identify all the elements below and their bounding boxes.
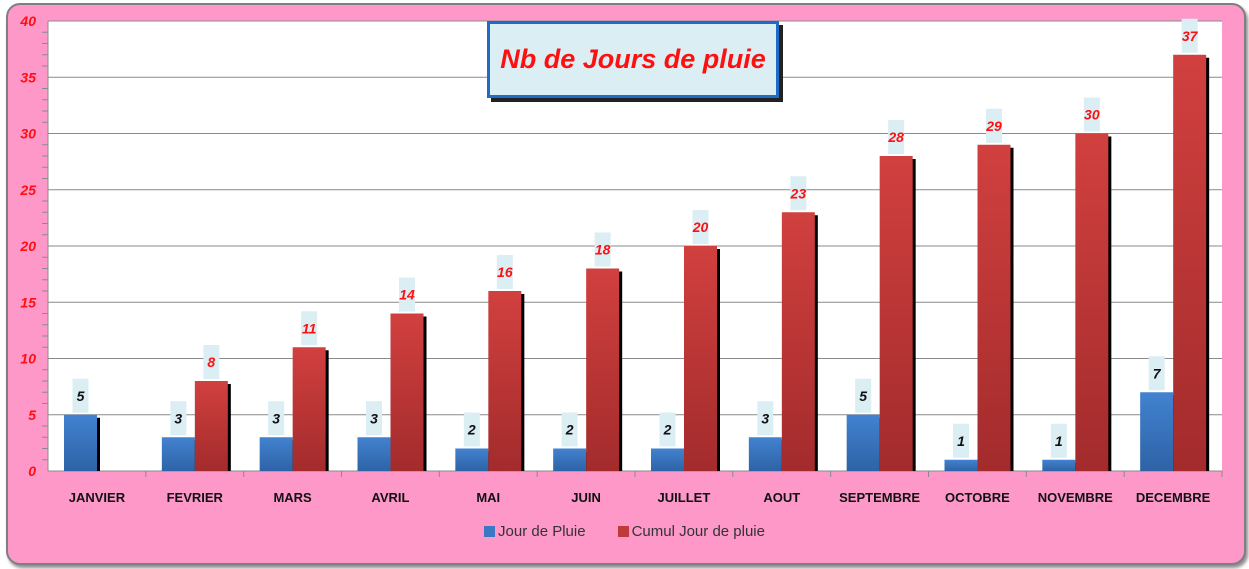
- bar-jour-octobre: [944, 459, 978, 471]
- data-label-bg: [790, 176, 807, 211]
- chart-title: Nb de Jours de pluie: [500, 44, 766, 74]
- data-label: 3: [272, 410, 280, 426]
- data-label-bg: [888, 120, 905, 154]
- data-label-bg: [1148, 356, 1165, 391]
- x-tick-label: OCTOBRE: [945, 490, 1010, 505]
- legend: Jour de Pluie Cumul Jour de pluie: [0, 523, 1249, 540]
- data-label: 3: [761, 410, 769, 426]
- bar-jour-avril: [357, 437, 391, 471]
- bar-cumul-novembre: [1075, 133, 1109, 471]
- data-label: 2: [663, 422, 672, 438]
- x-tick-label: JUILLET: [658, 490, 711, 505]
- bar-jour-mai: [455, 448, 489, 471]
- legend-swatch-blue: [484, 526, 496, 537]
- data-label-bg: [399, 277, 415, 312]
- bar-cumul-aout: [781, 212, 815, 471]
- data-label: 11: [302, 320, 317, 336]
- bar-cumul-decembre: [1173, 54, 1207, 471]
- x-tick-label: SEPTEMBRE: [839, 490, 920, 505]
- data-label: 5: [859, 388, 867, 404]
- y-tick-label: 10: [20, 351, 36, 367]
- data-label: 1: [1055, 433, 1063, 449]
- data-label-bg: [855, 378, 872, 413]
- data-label-bg: [366, 401, 382, 436]
- data-label-bg: [986, 108, 1002, 143]
- data-label: 3: [370, 410, 378, 426]
- data-label-bg: [1083, 97, 1100, 132]
- y-tick-label: 5: [28, 407, 36, 423]
- chart-title-box: Nb de Jours de pluie: [487, 21, 779, 98]
- x-tick-label: JUIN: [571, 490, 601, 505]
- y-tick-label: 25: [19, 182, 36, 198]
- x-tick-label: MARS: [273, 490, 312, 505]
- legend-swatch-red: [617, 526, 629, 537]
- data-label-bg: [203, 345, 220, 379]
- y-tick-label: 40: [19, 13, 36, 29]
- data-label: 7: [1153, 365, 1162, 381]
- bar-cumul-mars: [292, 347, 326, 471]
- data-label-bg: [301, 311, 318, 346]
- data-label-bg: [659, 412, 676, 447]
- x-tick-label: MAI: [476, 490, 500, 505]
- y-tick-label: 15: [20, 294, 36, 310]
- data-label: 30: [1084, 107, 1100, 123]
- bar-jour-fevrier: [161, 437, 195, 471]
- x-tick-label: FEVRIER: [167, 490, 224, 505]
- bar-cumul-juin: [586, 268, 620, 471]
- bar-jour-juin: [553, 448, 587, 471]
- data-label-bg: [594, 232, 611, 267]
- legend-label: Jour de Pluie: [498, 523, 586, 540]
- data-label: 29: [985, 118, 1002, 134]
- bar-jour-janvier: [64, 414, 97, 471]
- x-tick-label: DECEMBRE: [1136, 490, 1211, 505]
- y-tick-label: 0: [28, 463, 36, 479]
- data-label-bg: [72, 378, 89, 413]
- bar-cumul-fevrier: [194, 381, 228, 471]
- data-label: 5: [77, 388, 85, 404]
- legend-item-cumul: Cumul Jour de pluie: [617, 523, 765, 540]
- data-label-bg: [561, 412, 578, 447]
- data-label: 14: [399, 287, 415, 303]
- y-tick-label: 20: [19, 238, 36, 254]
- x-tick-label: AOUT: [763, 490, 800, 505]
- bar-jour-decembre: [1140, 392, 1174, 471]
- data-label: 20: [692, 219, 709, 235]
- data-label-bg: [1050, 423, 1067, 458]
- data-label-bg: [463, 412, 480, 447]
- data-label: 2: [565, 422, 574, 438]
- data-label-bg: [496, 255, 513, 289]
- bar-jour-aout: [748, 437, 782, 471]
- data-label: 1: [957, 433, 965, 449]
- data-label: 2: [467, 422, 476, 438]
- bar-cumul-juillet: [684, 246, 717, 471]
- data-label: 37: [1182, 28, 1199, 44]
- data-label: 28: [887, 129, 904, 145]
- data-label: 23: [790, 185, 807, 201]
- legend-item-jour-de-pluie: Jour de Pluie: [484, 523, 586, 540]
- legend-label: Cumul Jour de pluie: [631, 523, 765, 540]
- data-label-bg: [170, 401, 187, 436]
- bar-cumul-octobre: [977, 144, 1011, 471]
- bar-jour-novembre: [1042, 459, 1076, 471]
- data-label: 18: [595, 242, 611, 258]
- bar-cumul-mai: [488, 291, 522, 471]
- y-tick-label: 35: [20, 69, 36, 85]
- x-tick-label: AVRIL: [371, 490, 409, 505]
- y-tick-label: 30: [20, 126, 36, 142]
- data-label-bg: [757, 401, 774, 436]
- data-label-bg: [1181, 18, 1198, 53]
- bar-jour-septembre: [846, 414, 880, 471]
- x-tick-label: NOVEMBRE: [1038, 490, 1113, 505]
- data-label-bg: [953, 423, 969, 458]
- data-label-bg: [692, 210, 709, 244]
- bar-jour-juillet: [651, 448, 684, 471]
- x-tick-label: JANVIER: [69, 490, 126, 505]
- bar-cumul-avril: [390, 313, 424, 471]
- data-label: 8: [207, 354, 215, 370]
- data-label-bg: [268, 401, 285, 436]
- bar-cumul-septembre: [879, 156, 913, 471]
- data-label: 16: [497, 264, 513, 280]
- bar-jour-mars: [259, 437, 293, 471]
- data-label: 3: [174, 410, 182, 426]
